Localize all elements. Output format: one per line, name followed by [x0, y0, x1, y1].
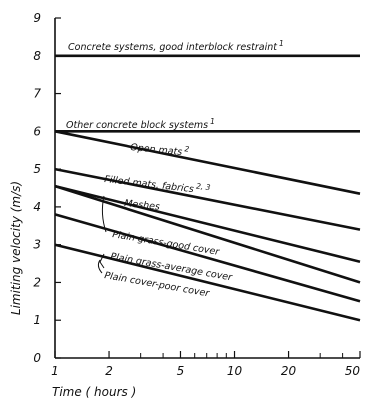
leader-grass-average — [99, 253, 105, 269]
series-line-filled-mats-fabrics — [54, 167, 361, 231]
series-line-meshes — [54, 184, 361, 263]
y-tick-label-2: 2 — [33, 275, 41, 289]
leader-plain-poor — [97, 259, 103, 274]
y-tick-label-9: 9 — [33, 11, 41, 25]
x-axis-title: Time ( hours ) — [52, 385, 136, 399]
annotation-other-block: Other concrete block systems 1 — [66, 117, 215, 131]
annotation-filled-mats: Filled mats, fabrics2, 3 — [104, 171, 211, 197]
x-tick-label-2: 2 — [105, 364, 113, 378]
series-line-plain-cover-poor-cover — [54, 243, 361, 322]
annotation-footnote-mark: 1 — [279, 39, 284, 48]
x-tick-label-1: 1 — [51, 364, 59, 378]
y-tick-label-4: 4 — [33, 200, 41, 214]
annotation-footnote-mark: 2 — [184, 144, 190, 153]
series-layer — [54, 54, 361, 322]
annotation-layer: Concrete systems, good interblock restra… — [66, 39, 284, 300]
annotation-open-mats: Open mats2 — [130, 139, 190, 159]
leader-grass-good — [101, 195, 107, 233]
series-line-plain-grass-good-cover — [54, 184, 361, 284]
y-tick-label-3: 3 — [33, 238, 41, 252]
y-tick-label-7: 7 — [33, 87, 41, 101]
x-tick-label-5: 5 — [177, 364, 185, 378]
x-tick-label-10: 10 — [227, 364, 243, 378]
y-tick-label-8: 8 — [33, 49, 41, 63]
x-tick-label-20: 20 — [281, 364, 297, 378]
y-tick-label-0: 0 — [33, 351, 41, 365]
y-axis-title: Limiting velocity (m/s) — [9, 181, 23, 315]
series-line-open-mats — [54, 130, 361, 195]
annotation-footnote-mark: 2, 3 — [196, 181, 211, 192]
y-tick-label-1: 1 — [33, 313, 41, 327]
annotation-meshes: Meshes — [124, 198, 161, 213]
annotation-footnote-mark: 1 — [210, 117, 215, 126]
series-line-plain-grass-average-cover — [54, 213, 361, 303]
y-tick-label-6: 6 — [33, 124, 41, 138]
x-tick-label-50: 50 — [345, 364, 361, 378]
annotation-concrete-good: Concrete systems, good interblock restra… — [68, 39, 284, 53]
y-tick-label-5: 5 — [33, 162, 41, 176]
